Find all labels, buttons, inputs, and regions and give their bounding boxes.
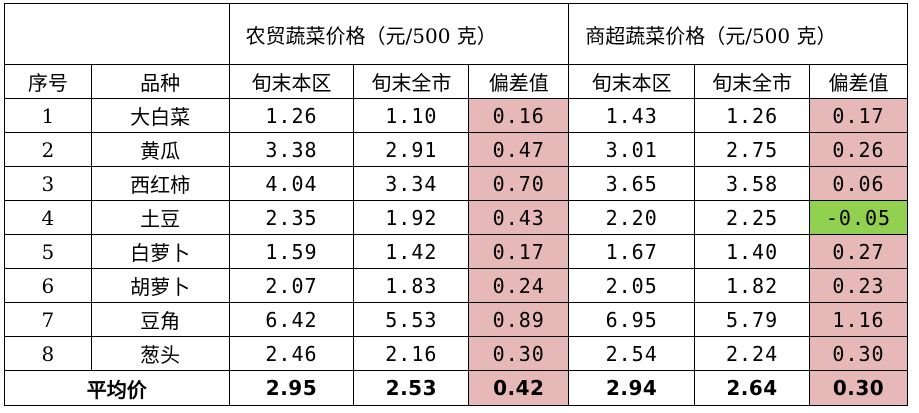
- super-city-cell: 1.40: [694, 234, 811, 269]
- farm-local-cell: 1.59: [228, 234, 355, 269]
- super-city-cell: 2.25: [694, 200, 811, 235]
- super-local-cell: 1.43: [568, 98, 696, 133]
- super-local-cell: 3.01: [568, 132, 696, 167]
- farm-diff-cell: 0.43: [468, 200, 570, 235]
- row-index-cell: 2: [4, 132, 92, 167]
- super-diff-cell: 0.26: [809, 132, 908, 167]
- supermarket-group-header: 商超蔬菜价格（元/500 克）: [568, 3, 908, 65]
- row-index-cell: 3: [4, 166, 92, 201]
- farm-local-cell: 2.07: [228, 268, 355, 303]
- super-diff-cell: -0.05: [809, 200, 908, 235]
- super-city-cell: 3.58: [694, 166, 811, 201]
- avg-super-city: 2.64: [694, 370, 811, 406]
- super-diff-cell: 0.06: [809, 166, 908, 201]
- farm-city-cell: 1.10: [353, 98, 470, 133]
- index-header: 序号: [4, 64, 92, 99]
- group-header-row: 农贸蔬菜价格（元/500 克） 商超蔬菜价格（元/500 克）: [4, 3, 908, 65]
- super-city-cell: 2.24: [694, 336, 811, 371]
- super-diff-cell: 0.17: [809, 98, 908, 133]
- row-variety-cell: 葱头: [90, 336, 230, 371]
- table-row: 8 葱头 2.46 2.16 0.30 2.54 2.24 0.30: [4, 336, 908, 371]
- super-city-cell: 5.79: [694, 302, 811, 337]
- row-variety-cell: 黄瓜: [90, 132, 230, 167]
- table-row: 1 大白菜 1.26 1.10 0.16 1.43 1.26 0.17: [4, 98, 908, 133]
- row-index-cell: 8: [4, 336, 92, 371]
- farm-diff-cell: 0.17: [468, 234, 570, 269]
- row-variety-cell: 胡萝卜: [90, 268, 230, 303]
- farm-diff-cell: 0.30: [468, 336, 570, 371]
- super-diff-cell: 0.27: [809, 234, 908, 269]
- row-index-cell: 6: [4, 268, 92, 303]
- avg-farm-city: 2.53: [353, 370, 470, 406]
- table-row: 6 胡萝卜 2.07 1.83 0.24 2.05 1.82 0.23: [4, 268, 908, 303]
- super-local-cell: 1.67: [568, 234, 696, 269]
- farm-city-cell: 5.53: [353, 302, 470, 337]
- farm-local-cell: 4.04: [228, 166, 355, 201]
- farm-city-cell: 2.16: [353, 336, 470, 371]
- farm-diff-cell: 0.89: [468, 302, 570, 337]
- farm-market-group-header: 农贸蔬菜价格（元/500 克）: [228, 3, 570, 65]
- super-city-cell: 2.75: [694, 132, 811, 167]
- table-row: 7 豆角 6.42 5.53 0.89 6.95 5.79 1.16: [4, 302, 908, 337]
- super-diff-cell: 1.16: [809, 302, 908, 337]
- table-body: 1 大白菜 1.26 1.10 0.16 1.43 1.26 0.17 2 黄瓜 3.38 2.91 0…: [4, 98, 908, 371]
- farm-diff-header: 偏差值: [468, 64, 570, 99]
- row-variety-cell: 土豆: [90, 200, 230, 235]
- table-row: 5 白萝卜 1.59 1.42 0.17 1.67 1.40 0.27: [4, 234, 908, 269]
- farm-local-cell: 2.46: [228, 336, 355, 371]
- super-city-header: 旬末全市: [694, 64, 811, 99]
- row-variety-cell: 白萝卜: [90, 234, 230, 269]
- table-row: 3 西红柿 4.04 3.34 0.70 3.65 3.58 0.06: [4, 166, 908, 201]
- super-local-cell: 2.54: [568, 336, 696, 371]
- farm-local-cell: 2.35: [228, 200, 355, 235]
- super-local-cell: 2.20: [568, 200, 696, 235]
- farm-local-cell: 3.38: [228, 132, 355, 167]
- avg-farm-local: 2.95: [228, 370, 355, 406]
- farm-local-cell: 1.26: [228, 98, 355, 133]
- super-local-header: 旬末本区: [568, 64, 696, 99]
- farm-diff-cell: 0.24: [468, 268, 570, 303]
- row-variety-cell: 豆角: [90, 302, 230, 337]
- farm-city-header: 旬末全市: [353, 64, 470, 99]
- column-header-row: 序号 品种 旬末本区 旬末全市 偏差值 旬末本区 旬末全市 偏差值: [4, 64, 908, 99]
- row-index-cell: 5: [4, 234, 92, 269]
- row-index-cell: 1: [4, 98, 92, 133]
- super-local-cell: 3.65: [568, 166, 696, 201]
- table-row: 4 土豆 2.35 1.92 0.43 2.20 2.25 -0.05: [4, 200, 908, 235]
- row-variety-cell: 大白菜: [90, 98, 230, 133]
- super-local-cell: 2.05: [568, 268, 696, 303]
- farm-local-cell: 6.42: [228, 302, 355, 337]
- row-index-cell: 7: [4, 302, 92, 337]
- avg-super-local: 2.94: [568, 370, 696, 406]
- super-city-cell: 1.82: [694, 268, 811, 303]
- super-diff-cell: 0.30: [809, 336, 908, 371]
- farm-city-cell: 1.42: [353, 234, 470, 269]
- farm-city-cell: 2.91: [353, 132, 470, 167]
- vegetable-price-table: 农贸蔬菜价格（元/500 克） 商超蔬菜价格（元/500 克） 序号 品种 旬末…: [4, 3, 908, 406]
- row-index-cell: 4: [4, 200, 92, 235]
- row-variety-cell: 西红柿: [90, 166, 230, 201]
- farm-city-cell: 1.92: [353, 200, 470, 235]
- average-row: 平均价 2.95 2.53 0.42 2.94 2.64 0.30: [4, 370, 908, 406]
- avg-super-diff: 0.30: [809, 370, 908, 406]
- farm-diff-cell: 0.70: [468, 166, 570, 201]
- super-diff-header: 偏差值: [809, 64, 908, 99]
- super-city-cell: 1.26: [694, 98, 811, 133]
- variety-header: 品种: [90, 64, 230, 99]
- super-local-cell: 6.95: [568, 302, 696, 337]
- table-row: 2 黄瓜 3.38 2.91 0.47 3.01 2.75 0.26: [4, 132, 908, 167]
- farm-city-cell: 1.83: [353, 268, 470, 303]
- farm-local-header: 旬末本区: [228, 64, 355, 99]
- super-diff-cell: 0.23: [809, 268, 908, 303]
- farm-diff-cell: 0.47: [468, 132, 570, 167]
- avg-farm-diff: 0.42: [468, 370, 570, 406]
- farm-city-cell: 3.34: [353, 166, 470, 201]
- blank-corner-cell: [4, 3, 230, 65]
- average-label: 平均价: [4, 370, 230, 406]
- farm-diff-cell: 0.16: [468, 98, 570, 133]
